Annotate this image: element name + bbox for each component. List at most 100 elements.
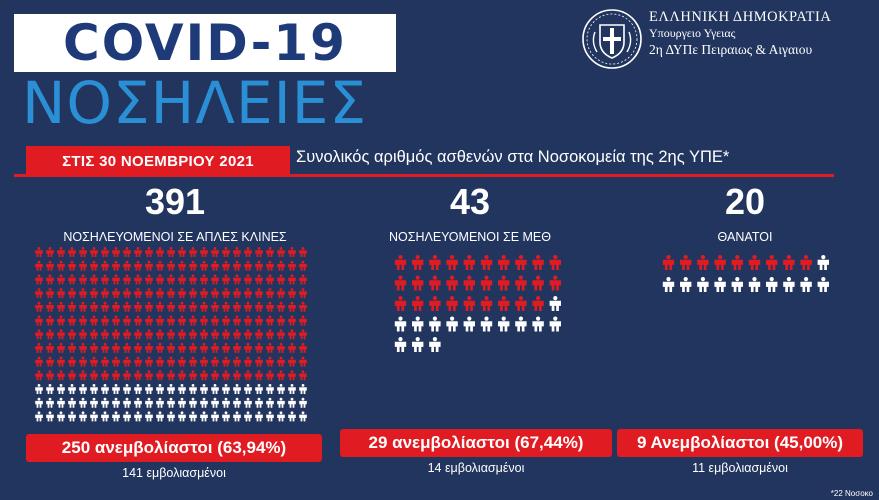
person-icon (101, 260, 109, 271)
person-icon (498, 316, 510, 332)
person-icon (222, 370, 230, 381)
person-icon (233, 356, 241, 367)
person-icon (266, 329, 274, 340)
person-icon (167, 260, 175, 271)
person-icon (255, 397, 263, 408)
person-icon (123, 397, 131, 408)
person-icon (515, 296, 527, 311)
person-icon (156, 397, 164, 408)
person-icon (57, 384, 65, 394)
person-icon (463, 275, 475, 291)
person-icon (90, 247, 98, 257)
person-icon (783, 277, 795, 292)
person-icon (134, 384, 142, 394)
person-icon (244, 370, 252, 381)
person-icon (68, 342, 76, 353)
person-icon (79, 274, 87, 285)
person-icon (178, 411, 186, 422)
person-icon (90, 356, 98, 367)
stat-column-deaths: 20 ΘΑΝΑΤΟΙ (640, 184, 850, 245)
person-icon (57, 260, 65, 271)
person-icon (167, 247, 175, 257)
person-icon (57, 342, 65, 353)
person-icon (68, 288, 76, 299)
person-icon (200, 411, 208, 422)
total-count: 391 (144, 181, 206, 222)
stat-column-icu: 43 ΝΟΣΗΛΕΥΟΜΕΝΟΙ ΣΕ ΜΕΘ (370, 184, 570, 245)
person-icon (277, 329, 285, 340)
person-icon (412, 275, 424, 291)
person-icon (57, 370, 65, 381)
unvaccinated-badge: 29 ανεμβολίαστοι (67,44%) (340, 429, 612, 457)
person-icon (167, 384, 175, 394)
person-icon (112, 356, 120, 367)
person-icon (156, 301, 164, 312)
person-icon (266, 356, 274, 367)
person-icon (498, 296, 510, 311)
person-icon (46, 384, 54, 394)
person-icon (233, 329, 241, 340)
person-icon (156, 260, 164, 271)
person-icon (112, 247, 120, 257)
person-icon (200, 315, 208, 326)
person-icon (134, 247, 142, 257)
person-icon (288, 274, 296, 285)
person-icon (233, 288, 241, 299)
people-grid-deaths (661, 255, 833, 299)
person-icon (394, 337, 407, 352)
person-icon (123, 274, 131, 285)
person-icon (697, 277, 709, 292)
person-icon (90, 260, 98, 271)
person-icon (46, 301, 54, 312)
person-icon (46, 342, 54, 353)
person-icon (112, 411, 120, 422)
person-icon (101, 301, 109, 312)
person-icon (277, 274, 285, 285)
person-icon (112, 397, 120, 408)
person-icon (79, 384, 87, 394)
person-icon (255, 370, 263, 381)
person-icon (532, 316, 544, 332)
person-icon (412, 255, 424, 270)
person-icon (394, 316, 407, 332)
person-icon (412, 316, 424, 332)
person-icon (145, 315, 153, 326)
person-icon (266, 370, 274, 381)
person-icon (35, 301, 43, 312)
person-icon (244, 288, 252, 299)
person-icon (68, 397, 76, 408)
person-icon (277, 342, 285, 353)
person-icon (123, 370, 131, 381)
person-icon (46, 247, 54, 257)
person-icon (156, 356, 164, 367)
stat-label: ΝΟΣΗΛΕΥΟΜΕΝΟΙ ΣΕ ΑΠΛΕΣ ΚΛΙΝΕΣ (63, 230, 287, 244)
person-icon (549, 296, 561, 311)
person-icon (90, 301, 98, 312)
person-icon (222, 329, 230, 340)
person-icon (46, 315, 54, 326)
person-icon (697, 255, 709, 270)
person-icon (255, 260, 263, 271)
person-icon (35, 315, 43, 326)
person-icon (222, 274, 230, 285)
person-icon (178, 370, 186, 381)
person-icon (766, 255, 778, 270)
person-icon (189, 342, 197, 353)
stat-label: ΘΑΝΑΤΟΙ (717, 230, 773, 244)
person-icon (46, 356, 54, 367)
footnote: *22 Νοσοκο (830, 489, 873, 498)
banner-divider (14, 174, 834, 177)
person-icon (189, 301, 197, 312)
person-icon (134, 397, 142, 408)
person-icon (156, 315, 164, 326)
person-icon (255, 274, 263, 285)
person-icon (412, 337, 424, 352)
person-icon (57, 356, 65, 367)
person-icon (123, 288, 131, 299)
person-icon (90, 370, 98, 381)
person-icon (480, 316, 493, 332)
person-icon (244, 356, 252, 367)
org-region-line: 2η ΔΥΠε Πειραιως & Αιγαιου (649, 42, 813, 57)
person-icon (515, 316, 527, 332)
person-icon (498, 255, 510, 270)
